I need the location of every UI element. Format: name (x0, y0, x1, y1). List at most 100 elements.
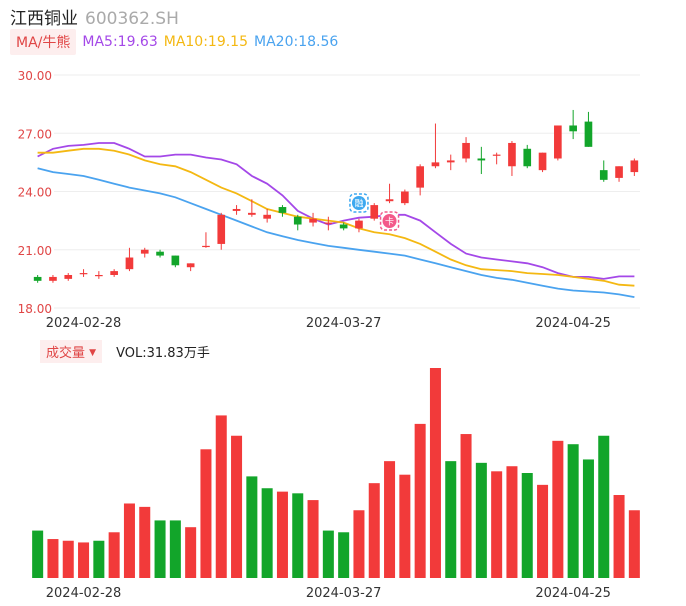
candle (538, 152, 547, 173)
candle-body (584, 121, 593, 147)
ma-toggle-button[interactable]: MA/牛熊 (10, 29, 77, 55)
volume-bar (399, 474, 411, 578)
volume-bar (338, 532, 350, 578)
candle-body (508, 142, 516, 167)
marker-glyph: 融 (354, 199, 363, 210)
y-tick-label: 21.00 (18, 244, 52, 258)
volume-bar (353, 510, 365, 578)
candle-body (538, 152, 547, 171)
volume-bar (78, 542, 90, 578)
candle-body (95, 274, 103, 277)
candle-body (554, 125, 562, 159)
volume-bar (47, 539, 59, 578)
candle (186, 263, 195, 272)
candle-body (370, 205, 379, 219)
candle (431, 123, 440, 169)
volume-bar (123, 503, 135, 578)
volume-bar (414, 423, 426, 578)
candle-body (171, 255, 180, 266)
ma20-line (37, 167, 635, 298)
volume-x-tick-label: 2024-03-27 (306, 586, 382, 601)
candle (293, 214, 302, 231)
volume-bar (200, 449, 212, 578)
y-tick-label: 24.00 (18, 186, 52, 200)
candle-body (385, 199, 394, 202)
volume-bar (32, 530, 44, 578)
volume-bar (322, 530, 334, 578)
candle (33, 274, 42, 283)
volume-bar (93, 540, 105, 578)
candle-body (33, 276, 42, 281)
candle (355, 218, 363, 233)
candle (615, 166, 623, 182)
volume-bar (231, 435, 243, 578)
candle (156, 249, 164, 258)
candle (477, 146, 486, 175)
candle-body (79, 273, 88, 275)
candle (523, 144, 532, 169)
volume-indicator-dropdown[interactable]: 成交量 ▼ (40, 339, 103, 363)
volume-bar (582, 459, 594, 578)
volume-bar (108, 532, 120, 578)
ma10-line (37, 147, 635, 287)
candle (232, 205, 241, 215)
volume-bar (537, 484, 549, 578)
candle (370, 203, 379, 221)
candle (49, 274, 57, 283)
ma20-legend: MA20:18.56 (254, 34, 339, 50)
volume-bar (429, 368, 441, 578)
volume-bar (445, 461, 457, 578)
red-event-icon: 卡 (379, 211, 400, 231)
candle-body (278, 207, 287, 213)
candle (202, 232, 210, 248)
volume-bar (552, 440, 564, 578)
candle-body (339, 224, 348, 229)
candle-body (416, 166, 424, 188)
volume-bar (139, 506, 151, 578)
candle-body (523, 148, 532, 167)
y-tick-label: 27.00 (18, 127, 52, 141)
candle-body (202, 245, 210, 248)
volume-bar (261, 488, 273, 578)
candle (263, 208, 271, 223)
volume-bar (506, 466, 518, 578)
candle-body (615, 166, 623, 178)
candle-body (217, 214, 226, 244)
candle-body (446, 160, 455, 163)
volume-bar (307, 500, 319, 578)
candle (416, 164, 424, 196)
candle-body (125, 257, 134, 270)
x-tick-label: 2024-04-25 (535, 316, 611, 331)
marker-glyph: 卡 (385, 216, 394, 228)
candle (584, 111, 593, 147)
candle (462, 137, 470, 163)
candle (125, 247, 134, 272)
candle-body (355, 220, 363, 229)
candle-body (110, 271, 118, 275)
ma5-legend: MA5:19.63 (82, 34, 158, 50)
volume-bar (169, 520, 181, 578)
volume-legend: 成交量 ▼ VOL:31.83万手 (40, 339, 210, 363)
volume-bar (215, 415, 227, 578)
volume-bar (292, 493, 304, 578)
candle-body (64, 274, 73, 279)
candle-body (599, 170, 608, 180)
candle-body (263, 214, 271, 219)
volume-bar (384, 461, 396, 578)
volume-bar (368, 483, 380, 578)
candle-body (477, 158, 486, 161)
candle (508, 141, 516, 176)
volume-bar (475, 462, 487, 578)
marker-dot (351, 196, 366, 210)
volume-bar (567, 444, 579, 578)
ma5-line (37, 142, 635, 280)
volume-x-tick-label: 2024-02-28 (46, 586, 122, 601)
volume-bar (598, 435, 610, 578)
candle-body (49, 276, 57, 281)
volume-bar (460, 434, 472, 578)
candle-body (309, 218, 317, 223)
candle-body (232, 208, 241, 211)
candle (278, 205, 287, 217)
candle (217, 212, 226, 250)
